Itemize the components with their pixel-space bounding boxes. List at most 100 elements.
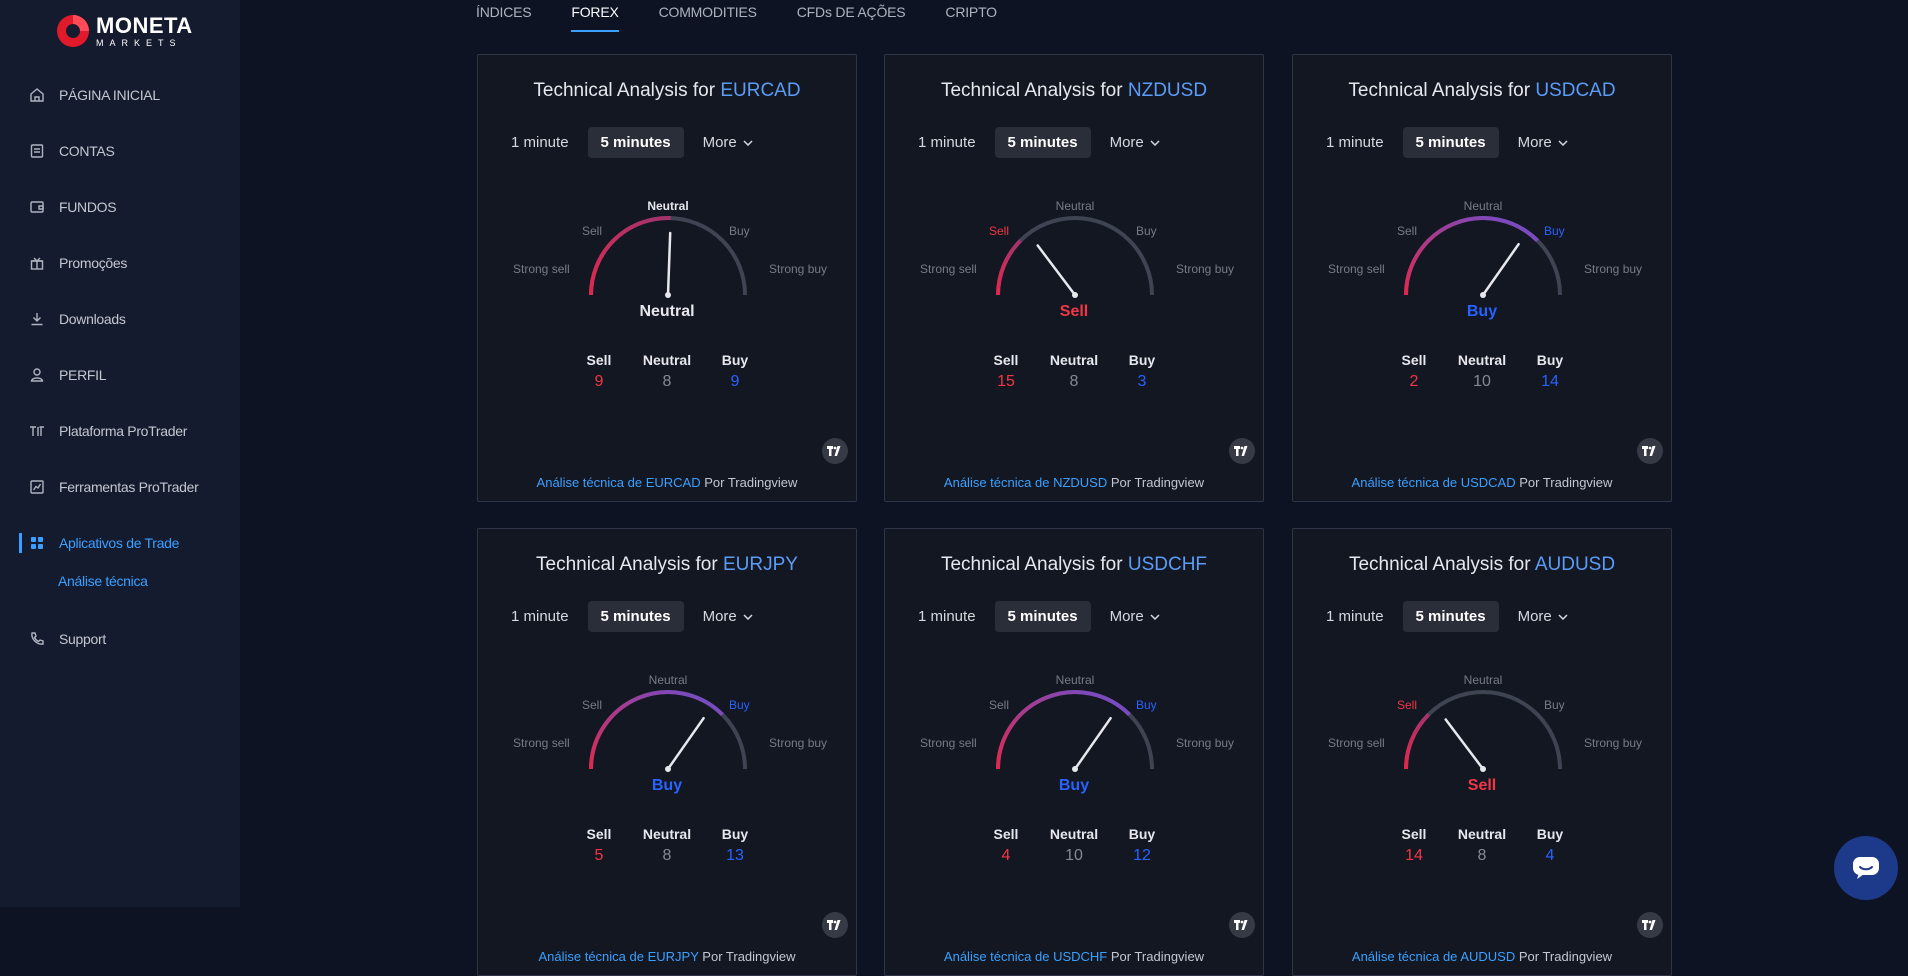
sidebar-item-home[interactable]: PÁGINA INICIAL — [0, 67, 240, 123]
tradingview-analysis-link[interactable]: Análise técnica de USDCHF — [944, 949, 1111, 964]
widget-title: Technical Analysis for USDCAD — [1293, 80, 1671, 102]
download-icon — [28, 310, 46, 328]
gauge-needle — [1073, 716, 1112, 771]
credit-link-prefix: Análise técnica de — [536, 475, 643, 490]
count-neutral: Neutral 8 — [633, 352, 701, 391]
chevron-down-icon — [1150, 139, 1160, 146]
count-sell: Sell 15 — [972, 352, 1040, 391]
count-sell-value: 2 — [1409, 373, 1419, 390]
count-buy: Buy 9 — [701, 352, 769, 391]
count-buy-value: 14 — [1541, 373, 1559, 390]
interval-5-minutes[interactable]: 5 minutes — [994, 127, 1091, 158]
widget-symbol[interactable]: USDCAD — [1535, 80, 1616, 101]
gauge-label-sell: Sell — [989, 224, 1009, 238]
interval-1-minute[interactable]: 1 minute — [918, 134, 976, 151]
widget-credit: Análise técnica de EURCAD Por Tradingvie… — [478, 475, 856, 490]
count-sell-value: 14 — [1405, 847, 1423, 864]
interval-more-dropdown[interactable]: More — [1097, 601, 1173, 632]
sidebar-item-label: Aplicativos de Trade — [59, 535, 180, 551]
count-sell-value: 5 — [594, 847, 604, 864]
tab-indices[interactable]: ÍNDICES — [476, 4, 532, 20]
sidebar-item-label: Ferramentas ProTrader — [59, 479, 199, 495]
chart-icon — [28, 478, 46, 496]
sidebar-item-protrader-tools[interactable]: Ferramentas ProTrader — [0, 459, 240, 515]
interval-more-dropdown[interactable]: More — [1505, 127, 1581, 158]
gauge: Strong sell Sell Neutral Buy Strong buy — [513, 199, 827, 298]
moneta-logo-icon — [55, 13, 91, 49]
sidebar-item-support[interactable]: Support — [0, 611, 240, 667]
tradingview-analysis-link[interactable]: Análise técnica de AUDUSD — [1352, 949, 1519, 964]
tradingview-logo-icon[interactable] — [822, 438, 848, 464]
gauge-pivot — [1072, 766, 1078, 772]
tradingview-logo-icon[interactable] — [1229, 912, 1255, 938]
tab-forex[interactable]: FOREX — [571, 0, 619, 32]
gauge-label-strong-sell: Strong sell — [920, 736, 977, 750]
tab-commodities[interactable]: COMMODITIES — [658, 4, 757, 20]
chat-button[interactable] — [1834, 836, 1898, 900]
tradingview-logo-icon[interactable] — [1637, 912, 1663, 938]
tradingview-analysis-link[interactable]: Análise técnica de EURJPY — [538, 949, 702, 964]
sidebar-item-protrader-platform[interactable]: Plataforma ProTrader — [0, 403, 240, 459]
interval-more-dropdown[interactable]: More — [1505, 601, 1581, 632]
tradingview-analysis-link[interactable]: Análise técnica de NZDUSD — [944, 475, 1111, 490]
gauge-track — [996, 690, 1154, 770]
sidebar-item-label: FUNDOS — [59, 199, 117, 215]
interval-5-minutes[interactable]: 5 minutes — [1402, 127, 1499, 158]
widget-title: Technical Analysis for NZDUSD — [885, 80, 1263, 102]
widget-symbol[interactable]: NZDUSD — [1127, 80, 1208, 101]
logo[interactable]: MONETA MARKETS — [55, 13, 193, 49]
tradingview-analysis-link[interactable]: Análise técnica de EURCAD — [537, 475, 705, 490]
interval-1-minute[interactable]: 1 minute — [511, 134, 569, 151]
tradingview-logo-icon[interactable] — [1637, 438, 1663, 464]
chat-icon — [1853, 857, 1879, 879]
technical-analysis-widget: Technical Analysis for AUDUSD 1 minute 5… — [1292, 528, 1672, 976]
user-icon — [28, 366, 46, 384]
signal-counts: Sell 14 Neutral 8 Buy 4 — [1293, 826, 1671, 865]
interval-5-minutes[interactable]: 5 minutes — [994, 601, 1091, 632]
credit-suffix: Por Tradingview — [1110, 949, 1205, 964]
sidebar-item-trading-apps[interactable]: Aplicativos de Trade — [0, 515, 240, 571]
tab-stock-cfds[interactable]: CFDs DE AÇÕES — [796, 4, 906, 20]
count-sell: Sell 2 — [1380, 352, 1448, 391]
gauge: Strong sell Sell Neutral Buy Strong buy — [1328, 199, 1642, 298]
verdict: Buy — [651, 777, 683, 794]
interval-more-dropdown[interactable]: More — [690, 127, 766, 158]
widget-symbol[interactable]: EURJPY — [722, 554, 798, 575]
count-buy-label: Buy — [721, 352, 749, 368]
widget-symbol[interactable]: EURCAD — [720, 80, 801, 101]
interval-1-minute[interactable]: 1 minute — [918, 608, 976, 625]
sidebar-item-downloads[interactable]: Downloads — [0, 291, 240, 347]
interval-5-minutes[interactable]: 5 minutes — [1402, 601, 1499, 632]
interval-5-minutes[interactable]: 5 minutes — [587, 127, 684, 158]
sidebar-item-funds[interactable]: FUNDOS — [0, 179, 240, 235]
gauge-label-sell: Sell — [1397, 698, 1417, 712]
tradingview-analysis-link[interactable]: Análise técnica de USDCAD — [1352, 475, 1520, 490]
chevron-down-icon — [1558, 139, 1568, 146]
sidebar-item-label: CONTAS — [59, 143, 115, 159]
tab-crypto[interactable]: CRIPTO — [945, 4, 997, 20]
gauge-track — [1404, 216, 1562, 296]
sidebar-subitem-technical-analysis[interactable]: Análise técnica — [58, 573, 148, 589]
interval-more-dropdown[interactable]: More — [1097, 127, 1173, 158]
gauge-label-strong-buy: Strong buy — [1176, 262, 1234, 276]
interval-5-minutes[interactable]: 5 minutes — [587, 601, 684, 632]
credit-suffix: Por Tradingview — [704, 475, 798, 490]
count-neutral-label: Neutral — [642, 352, 692, 368]
tradingview-logo-icon[interactable] — [822, 912, 848, 938]
count-neutral-value: 8 — [1069, 373, 1079, 390]
tradingview-logo-icon[interactable] — [1229, 438, 1255, 464]
interval-more-dropdown[interactable]: More — [690, 601, 766, 632]
widget-symbol[interactable]: AUDUSD — [1534, 554, 1616, 575]
interval-1-minute[interactable]: 1 minute — [1326, 134, 1384, 151]
sidebar-item-profile[interactable]: PERFIL — [0, 347, 240, 403]
interval-1-minute[interactable]: 1 minute — [511, 608, 569, 625]
count-sell: Sell 5 — [565, 826, 633, 865]
count-buy-label: Buy — [721, 826, 749, 842]
sidebar-item-promotions[interactable]: Promoções — [0, 235, 240, 291]
interval-1-minute[interactable]: 1 minute — [1326, 608, 1384, 625]
gauge-label-buy: Buy — [1136, 224, 1157, 238]
count-buy-value: 9 — [730, 373, 740, 390]
gauge-label-strong-sell: Strong sell — [513, 262, 570, 276]
sidebar-item-accounts[interactable]: CONTAS — [0, 123, 240, 179]
widget-symbol[interactable]: USDCHF — [1127, 554, 1208, 575]
